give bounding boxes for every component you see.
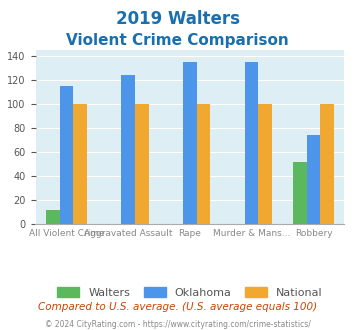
Bar bbox=[73, 104, 87, 224]
Legend: Walters, Oklahoma, National: Walters, Oklahoma, National bbox=[53, 282, 327, 302]
Bar bbox=[183, 62, 197, 224]
Bar bbox=[245, 62, 258, 224]
Bar bbox=[135, 104, 148, 224]
Bar bbox=[197, 104, 210, 224]
Bar bbox=[307, 135, 320, 224]
Bar bbox=[121, 75, 135, 224]
Bar bbox=[46, 210, 60, 224]
Text: 2019 Walters: 2019 Walters bbox=[115, 10, 240, 28]
Text: © 2024 CityRating.com - https://www.cityrating.com/crime-statistics/: © 2024 CityRating.com - https://www.city… bbox=[45, 320, 310, 329]
Bar bbox=[258, 104, 272, 224]
Bar bbox=[293, 162, 307, 224]
Text: Compared to U.S. average. (U.S. average equals 100): Compared to U.S. average. (U.S. average … bbox=[38, 302, 317, 312]
Bar bbox=[320, 104, 334, 224]
Text: Violent Crime Comparison: Violent Crime Comparison bbox=[66, 33, 289, 48]
Bar bbox=[60, 86, 73, 224]
